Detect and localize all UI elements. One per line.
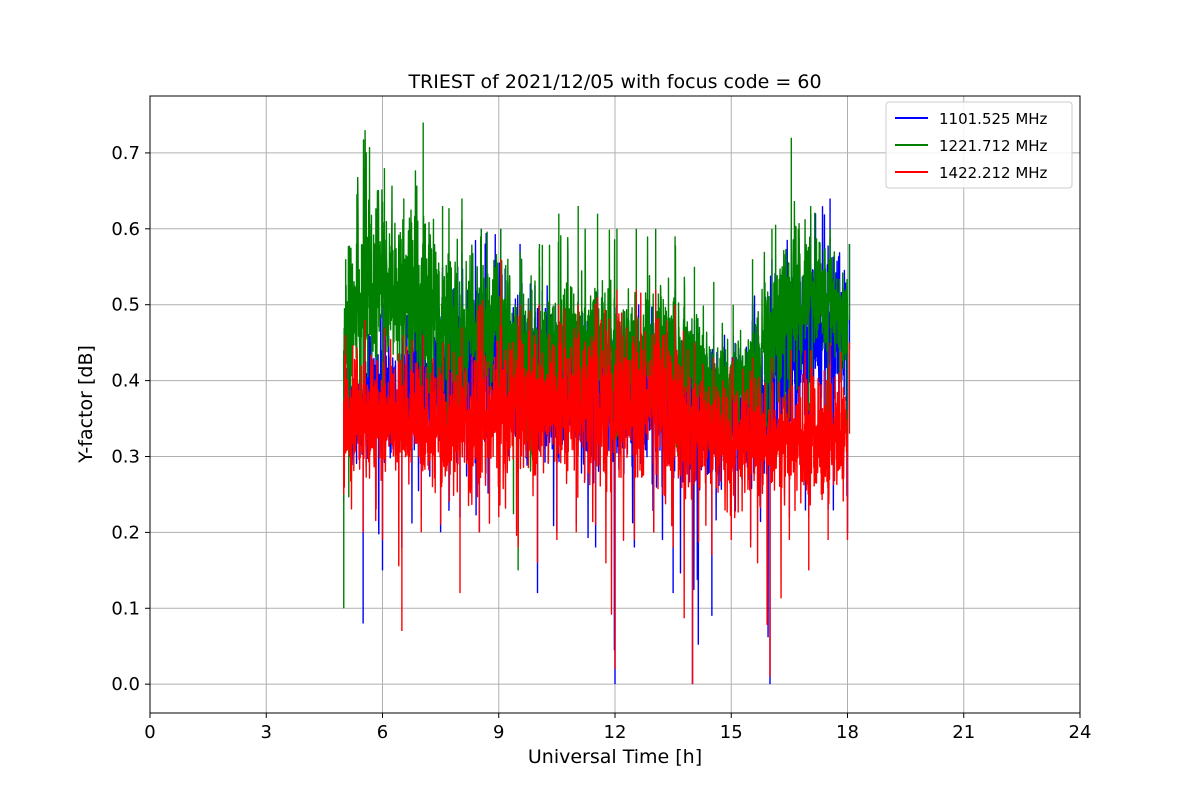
y-tick-label: 0.6 bbox=[111, 219, 140, 240]
y-axis-label: Y-factor [dB] bbox=[75, 345, 97, 464]
y-tick-label: 0.5 bbox=[111, 295, 140, 316]
series-line-2 bbox=[343, 292, 849, 626]
legend-label-1221: 1221.712 MHz bbox=[939, 137, 1048, 155]
y-tick-label: 0.3 bbox=[111, 446, 140, 467]
legend-label-1101: 1101.525 MHz bbox=[939, 110, 1048, 128]
x-tick-label: 12 bbox=[604, 722, 627, 743]
y-tick-label: 0.0 bbox=[111, 674, 140, 695]
y-tick-label: 0.1 bbox=[111, 598, 140, 619]
x-tick-label: 6 bbox=[377, 722, 388, 743]
legend: 1101.525 MHz 1221.712 MHz 1422.212 MHz bbox=[885, 101, 1073, 189]
chart-title: TRIEST of 2021/12/05 with focus code = 6… bbox=[407, 71, 821, 93]
x-axis-label: Universal Time [h] bbox=[528, 746, 702, 768]
y-tick-label: 0.4 bbox=[111, 371, 140, 392]
series-layer bbox=[343, 122, 851, 685]
y-tick-label: 0.7 bbox=[111, 143, 140, 164]
legend-box bbox=[885, 101, 1073, 189]
x-tick-label: 9 bbox=[493, 722, 504, 743]
x-tick-label: 24 bbox=[1069, 722, 1092, 743]
ticks: 0 3 6 9 12 15 18 21 24 0.0 0.1 0.2 0.3 0.4 0.5 0.6 0.7 bbox=[111, 143, 1091, 743]
x-tick-label: 0 bbox=[144, 722, 155, 743]
y-tick-label: 0.2 bbox=[111, 522, 140, 543]
x-tick-label: 15 bbox=[720, 722, 743, 743]
legend-label-1422: 1422.212 MHz bbox=[939, 164, 1048, 182]
x-tick-label: 3 bbox=[261, 722, 272, 743]
x-tick-label: 21 bbox=[952, 722, 975, 743]
x-tick-label: 18 bbox=[836, 722, 859, 743]
